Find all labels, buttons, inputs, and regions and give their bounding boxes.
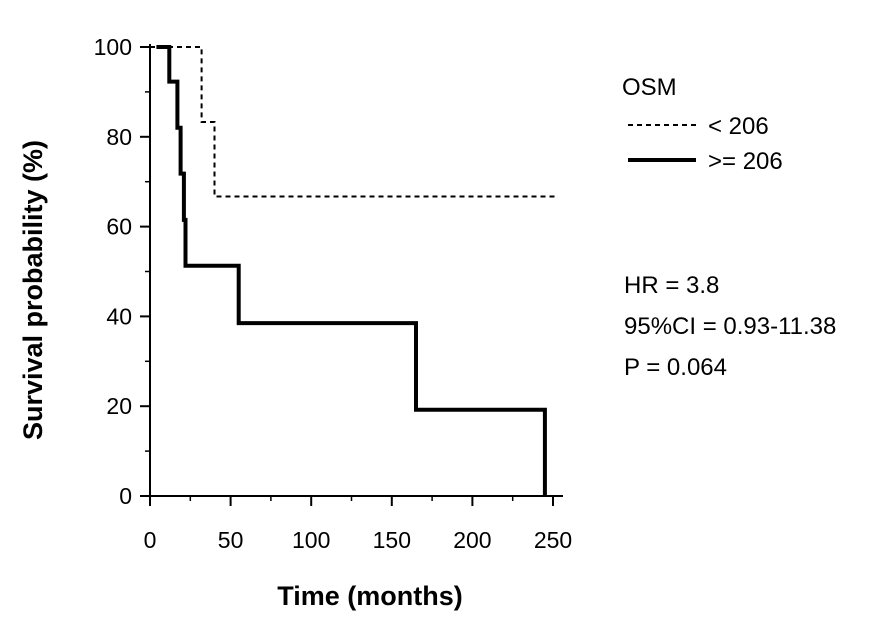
y-tick-label: 80: [106, 124, 132, 150]
hazard-ratio-text: HR = 3.8: [624, 272, 719, 299]
y-tick-label: 100: [94, 34, 132, 60]
series-line-low-osm: [150, 46, 558, 198]
y-axis-title: Survival probability (%): [18, 140, 48, 440]
x-tick-label: 200: [453, 527, 491, 553]
confidence-interval-text: 95%CI = 0.93-11.38: [624, 313, 836, 340]
statistics-annotation: HR = 3.8 95%CI = 0.93-11.38 P = 0.064: [624, 272, 836, 381]
y-tick-label: 0: [119, 483, 132, 509]
axes: 0 20 40 60 80 100 0 50 100 150 200 250: [94, 34, 573, 553]
y-tick-label: 20: [106, 393, 132, 419]
x-tick-label: 150: [373, 527, 411, 553]
x-tick-label: 250: [534, 527, 572, 553]
legend-label-high: >= 206: [708, 148, 783, 175]
p-value-text: P = 0.064: [624, 354, 727, 381]
x-tick-label: 100: [292, 527, 330, 553]
y-tick-label: 60: [106, 214, 132, 240]
x-axis-title: Time (months): [277, 581, 463, 611]
y-tick-label: 40: [106, 303, 132, 329]
series-line-high-osm: [156, 45, 547, 496]
legend-title: OSM: [622, 74, 677, 101]
series-lines: [150, 45, 558, 496]
x-tick-label: 0: [144, 527, 157, 553]
legend: OSM < 206 >= 206: [622, 74, 783, 175]
legend-label-low: < 206: [708, 113, 769, 140]
x-tick-label: 50: [218, 527, 244, 553]
